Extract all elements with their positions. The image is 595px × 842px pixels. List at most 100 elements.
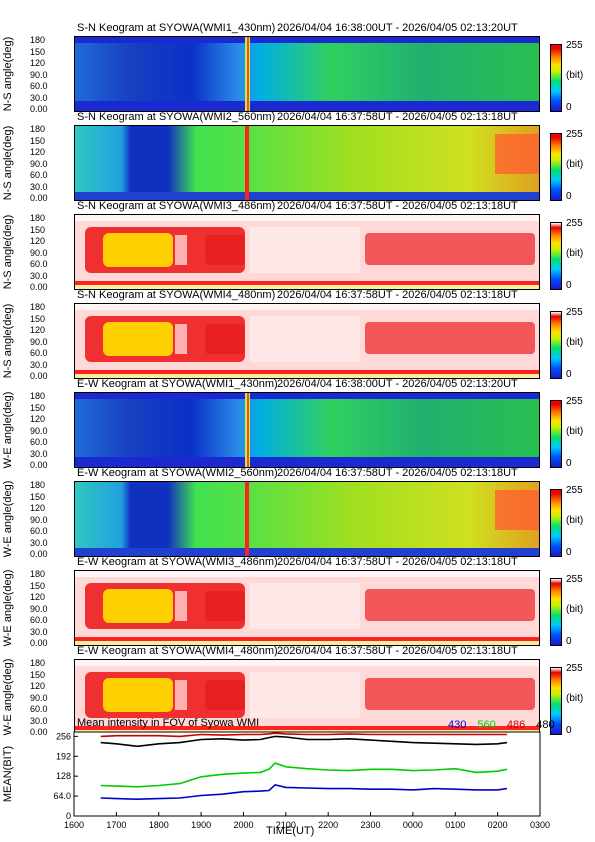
keogram-ytick: 0.00 (30, 727, 48, 737)
legend-480: 480 (536, 719, 555, 731)
keogram-ytick: 120 (30, 236, 46, 246)
keogram-ytick: 0.00 (30, 282, 48, 292)
x-tick-label: 0200 (488, 820, 508, 830)
colorbar-min: 0 (566, 458, 572, 469)
x-tick-label: 1900 (191, 820, 211, 830)
keogram-ytick: 30.0 (30, 448, 48, 459)
keogram-ytick: 150 (30, 580, 46, 591)
keogram-image (74, 481, 540, 557)
colorbar-max: 255 (566, 129, 583, 140)
colorbar-max: 255 (566, 663, 583, 674)
colorbar-unit: (bit) (566, 337, 584, 348)
keogram-panel: S-N Keogram at SYOWA(WMI3_486nm) 2026/04/… (0, 200, 595, 292)
series-line-560 (100, 762, 508, 788)
keogram-ytick: 90.0 (30, 69, 48, 80)
keogram-panel: S-N Keogram at SYOWA(WMI4_480nm) 2026/04/… (0, 289, 595, 381)
colorbar-unit: (bit) (566, 426, 584, 437)
colorbar-unit: (bit) (566, 693, 584, 704)
y-tick-label: 64.0 (53, 791, 71, 801)
keogram-ytick: 120 (30, 681, 46, 691)
keogram-ytick: 120 (30, 592, 46, 602)
colorbar-min: 0 (566, 725, 572, 736)
keogram-ytick: 120 (30, 414, 46, 424)
colorbar-max: 255 (566, 40, 583, 51)
colorbar-unit: (bit) (566, 70, 584, 81)
colorbar-max: 255 (566, 485, 583, 496)
keogram-ytick: 180 (30, 35, 46, 45)
colorbar (550, 578, 562, 646)
keogram-title: S-N Keogram at SYOWA(WMI1_430nm) 2026/04/… (77, 22, 518, 34)
keogram-ytick: 120 (30, 325, 46, 335)
keogram-ytick: 30.0 (30, 270, 48, 281)
keogram-ytick: 60.0 (30, 259, 48, 269)
keogram-ytick: 0.00 (30, 371, 48, 381)
keogram-ytick: 150 (30, 135, 46, 146)
chart-title: Mean intensity in FOV of Syowa WMI (77, 717, 260, 729)
colorbar (550, 400, 562, 468)
colorbar-max: 255 (566, 396, 583, 407)
keogram-ytick: 30.0 (30, 537, 48, 548)
keogram-ylabel: N-S angle(deg) (2, 214, 14, 290)
keogram-ytick: 60.0 (30, 170, 48, 180)
x-tick-label: 2100 (276, 820, 296, 830)
x-tick-label: 1800 (149, 820, 169, 830)
keogram-ytick: 180 (30, 480, 46, 490)
keogram-title: S-N Keogram at SYOWA(WMI2_560nm) 2026/04/… (77, 111, 518, 123)
x-tick-label: 0300 (530, 820, 550, 830)
y-tick-label: 256 (56, 731, 71, 741)
keogram-title: E-W Keogram at SYOWA(WMI1_430nm) 2026/04/… (77, 378, 518, 390)
mean-intensity-chart: Mean intensity in FOV of Syowa WMI 430 5… (0, 714, 595, 842)
colorbar-unit: (bit) (566, 604, 584, 615)
keogram-ytick: 0.00 (30, 549, 48, 559)
series-line-430 (100, 784, 508, 801)
keogram-ytick: 60.0 (30, 81, 48, 91)
keogram-ytick: 90.0 (30, 336, 48, 347)
keogram-ytick: 150 (30, 313, 46, 324)
y-tick-label: 192 (56, 751, 71, 761)
keogram-ytick: 90.0 (30, 692, 48, 703)
colorbar-unit: (bit) (566, 515, 584, 526)
line-chart-svg: 1600 1700 1800 1900 2000 2100 2200 2300 0000 0100… (53, 731, 550, 830)
x-tick-label: 2200 (318, 820, 338, 830)
keogram-ytick: 180 (30, 658, 46, 668)
keogram-panel: E-W Keogram at SYOWA(WMI1_430nm) 2026/04/… (0, 378, 595, 470)
colorbar-max: 255 (566, 574, 583, 585)
chart-xlabel: TIME(UT) (266, 825, 315, 837)
keogram-ytick: 90.0 (30, 247, 48, 258)
keogram-ytick: 180 (30, 302, 46, 312)
keogram-ytick: 150 (30, 491, 46, 502)
keogram-ytick: 120 (30, 147, 46, 157)
legend-560: 560 (477, 719, 496, 731)
keogram-panel: S-N Keogram at SYOWA(WMI2_560nm) 2026/04/… (0, 111, 595, 203)
colorbar-min: 0 (566, 102, 572, 113)
keogram-title: E-W Keogram at SYOWA(WMI3_486nm) 2026/04/… (77, 556, 518, 568)
keogram-ylabel: W-E angle(deg) (2, 391, 14, 469)
keogram-ytick: 150 (30, 402, 46, 413)
keogram-ylabel: N-S angle(deg) (2, 303, 14, 379)
keogram-image (74, 303, 540, 379)
plot-frame (73, 731, 541, 817)
keogram-ylabel: W-E angle(deg) (2, 480, 14, 558)
keogram-ylabel: N-S angle(deg) (2, 36, 14, 112)
colorbar-min: 0 (566, 547, 572, 558)
x-tick-label: 0100 (445, 820, 465, 830)
colorbar (550, 311, 562, 379)
keogram-ytick: 90.0 (30, 514, 48, 525)
legend-430: 430 (448, 719, 467, 731)
keogram-ytick: 180 (30, 213, 46, 223)
colorbar (550, 667, 562, 735)
keogram-ytick: 60.0 (30, 615, 48, 625)
keogram-ytick: 0.00 (30, 104, 48, 114)
keogram-title: E-W Keogram at SYOWA(WMI2_560nm) 2026/04/… (77, 467, 518, 479)
legend-486: 486 (506, 719, 526, 731)
keogram-ytick: 60.0 (30, 704, 48, 714)
keogram-ytick: 0.00 (30, 638, 48, 648)
keogram-ytick: 0.00 (30, 193, 48, 203)
keogram-ytick: 180 (30, 391, 46, 401)
keogram-ytick: 30.0 (30, 626, 48, 637)
colorbar-min: 0 (566, 280, 572, 291)
colorbar-min: 0 (566, 191, 572, 202)
keogram-panel: E-W Keogram at SYOWA(WMI3_486nm) 2026/04/… (0, 556, 595, 648)
keogram-title: E-W Keogram at SYOWA(WMI4_480nm) 2026/04/… (77, 645, 518, 657)
keogram-ytick: 60.0 (30, 526, 48, 536)
